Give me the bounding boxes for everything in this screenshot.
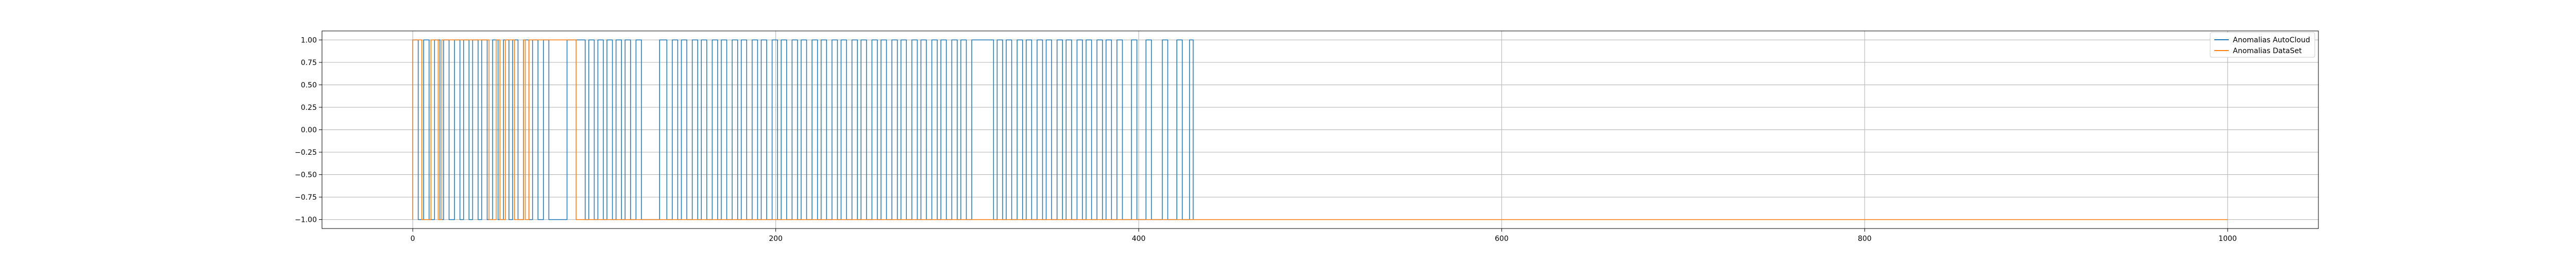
- y-tick-label: −0.75: [295, 193, 317, 202]
- x-tick-label: 0: [411, 235, 415, 243]
- x-tick-label: 400: [1132, 235, 1146, 243]
- y-tick-label: 0.00: [301, 126, 317, 135]
- series-line-dataset: [412, 39, 2228, 220]
- legend-box: [2210, 32, 2315, 58]
- y-tick-label: 0.50: [301, 81, 317, 89]
- y-tick-label: 0.75: [301, 59, 317, 67]
- legend-label-dataset: Anomalias DataSet: [2233, 47, 2302, 55]
- legend-label-autocloud: Anomalias AutoCloud: [2233, 36, 2310, 44]
- tick-layer: 0 200 400 600 800 1000 1.00 0.75 0.50 0.25 0.00 −0.…: [295, 36, 2237, 243]
- x-tick-label: 800: [1858, 235, 1872, 243]
- x-tick-label: 600: [1495, 235, 1509, 243]
- y-tick-label: −0.25: [295, 149, 317, 157]
- y-tick-label: 0.25: [301, 104, 317, 112]
- y-tick-label: 1.00: [301, 36, 317, 44]
- y-tick-label: −1.00: [295, 216, 317, 224]
- series-layer: [412, 39, 2228, 220]
- y-tick-label: −0.50: [295, 171, 317, 180]
- legend: Anomalias AutoCloud Anomalias DataSet: [2210, 32, 2315, 58]
- x-tick-label: 200: [769, 235, 783, 243]
- x-tick-label: 1000: [2218, 235, 2237, 243]
